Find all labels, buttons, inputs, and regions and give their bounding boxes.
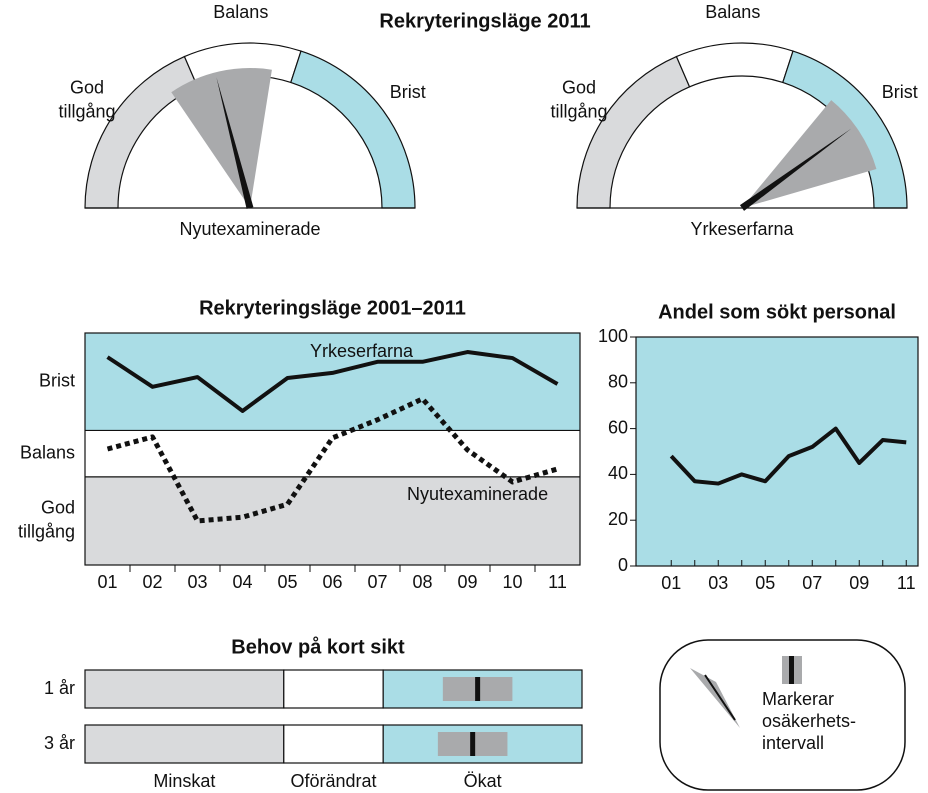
x-tick-label: 10 [502, 572, 522, 592]
x-tick-label: 05 [755, 573, 775, 593]
gauge-zone-label: Brist [390, 82, 426, 102]
gauge-zone-label: Balans [213, 2, 268, 22]
band-label: God [41, 498, 75, 518]
x-tick-label: 09 [849, 573, 869, 593]
x-tick-label: 07 [802, 573, 822, 593]
gauge-label: Nyutexaminerade [179, 219, 320, 239]
y-tick-label: 20 [608, 509, 628, 529]
x-tick-label: 01 [97, 572, 117, 592]
chart-title: Behov på kort sikt [231, 635, 405, 658]
plot-background [636, 337, 918, 566]
x-tick-label: 08 [412, 572, 432, 592]
legend-text: intervall [762, 733, 824, 753]
zone [84, 669, 285, 709]
gauge-zone-label: Balans [705, 2, 760, 22]
x-tick-label: 01 [661, 573, 681, 593]
zone-label: Ökat [464, 771, 502, 791]
gauge-zone-label: tillgång [550, 102, 607, 122]
x-tick-label: 05 [277, 572, 297, 592]
plot-frame [635, 336, 919, 567]
y-tick-label: 100 [598, 326, 628, 346]
y-tick-label: 60 [608, 417, 628, 437]
legend-value-icon [789, 656, 794, 684]
x-tick-label: 04 [232, 572, 252, 592]
x-tick-label: 09 [457, 572, 477, 592]
zone [84, 724, 285, 764]
gauge-zone [675, 42, 794, 88]
legend-text: osäkerhets- [762, 711, 856, 731]
row-label: 3 år [44, 733, 75, 753]
chart-title: Andel som sökt personal [658, 301, 896, 323]
gauge-label: Yrkeserfarna [690, 219, 794, 239]
zone-label: Minskat [153, 771, 215, 791]
y-tick-label: 80 [608, 372, 628, 392]
gauge-zone-label: Brist [882, 82, 918, 102]
y-tick-label: 40 [608, 463, 628, 483]
plot-frame [84, 332, 581, 566]
band-label: tillgång [18, 522, 75, 542]
legend-wedge-icon [690, 668, 740, 728]
series-label: Yrkeserfarna [310, 341, 414, 361]
zone [283, 669, 384, 709]
x-tick-label: 03 [708, 573, 728, 593]
legend-text: Markerar [762, 689, 834, 709]
series-label: Nyutexaminerade [407, 484, 548, 504]
legend-needle-icon [704, 674, 736, 721]
x-tick-label: 02 [142, 572, 162, 592]
gauge-zone-label: God [562, 78, 596, 98]
series-line [106, 396, 559, 524]
x-tick-label: 07 [367, 572, 387, 592]
band-label: Balans [20, 442, 75, 462]
legend-box [659, 639, 906, 791]
gauge-zone-label: God [70, 78, 104, 98]
main-title: Rekryteringsläge 2011 [379, 10, 590, 32]
x-tick-label: 03 [187, 572, 207, 592]
gauge-needle [739, 128, 852, 211]
series-line [669, 426, 907, 486]
band [85, 476, 580, 565]
y-tick-label: 0 [618, 555, 628, 575]
x-tick-label: 06 [322, 572, 342, 592]
value-marker [470, 732, 476, 756]
zone [283, 724, 384, 764]
value-marker [475, 677, 481, 701]
row-label: 1 år [44, 678, 75, 698]
gauge-zone-label: tillgång [58, 102, 115, 122]
zone-label: Oförändrat [290, 771, 376, 791]
chart-title: Rekryteringsläge 2001–2011 [199, 297, 466, 319]
series-line [106, 350, 559, 413]
x-tick-label: 11 [548, 572, 567, 592]
uncertainty-wedge [171, 67, 272, 208]
gauge-zone [290, 50, 416, 209]
gauge-needle [216, 77, 254, 209]
x-tick-label: 11 [897, 573, 916, 593]
band-label: Brist [39, 370, 75, 390]
